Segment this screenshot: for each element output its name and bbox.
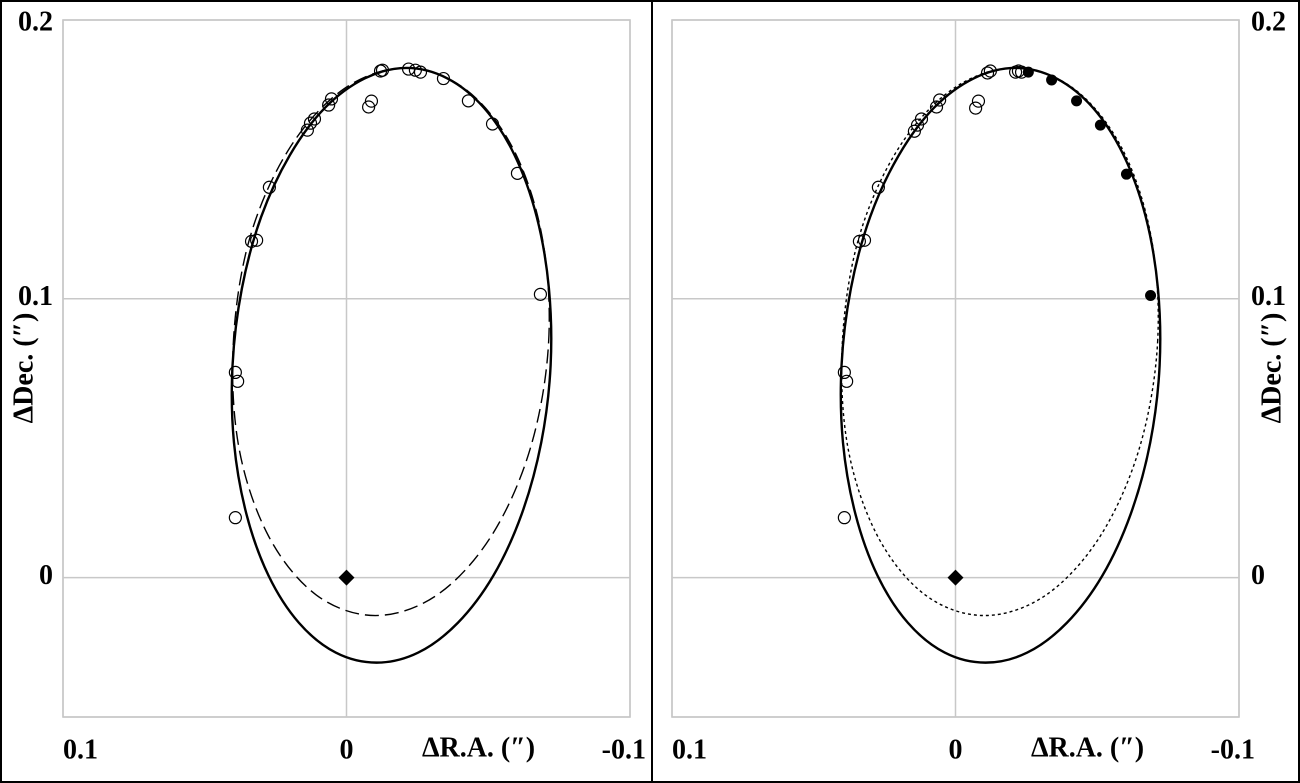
y-tick-label: 0 — [39, 560, 53, 591]
x-tick-label: 0.1 — [672, 734, 707, 765]
data-point — [401, 62, 416, 76]
data-point — [228, 365, 242, 380]
data-point — [969, 101, 983, 115]
y-tick-label: 0.1 — [1251, 281, 1286, 312]
data-point — [983, 64, 997, 78]
primary-star — [947, 569, 964, 586]
panel: 0.1 0 -0.1 0 0.1 0.2 ΔR.A. (″) ΔDec. (″) — [8, 6, 646, 765]
data-point — [971, 94, 986, 108]
data-point — [307, 112, 322, 126]
x-tick-label: 0 — [340, 734, 354, 765]
y-tick-label: 0.2 — [18, 6, 53, 37]
x-tick-label: -0.1 — [602, 734, 646, 765]
data-point — [324, 92, 339, 106]
data-point — [510, 166, 525, 180]
data-point — [322, 98, 336, 112]
y-axis-title: ΔDec. (″) — [1256, 313, 1287, 424]
x-tick-label: 0.1 — [63, 734, 98, 765]
y-tick-label: 0.2 — [1251, 6, 1286, 37]
data-point — [980, 66, 995, 80]
data-point — [231, 374, 245, 388]
data-point — [857, 233, 872, 247]
x-tick-label: -0.1 — [1211, 734, 1255, 765]
orbit-curve — [840, 67, 1159, 617]
data-point — [303, 116, 318, 130]
data-point — [1145, 289, 1157, 301]
data-point — [837, 511, 851, 525]
x-axis-title: ΔR.A. (″) — [1031, 732, 1144, 763]
data-point — [1094, 119, 1106, 131]
data-point — [837, 365, 851, 380]
data-point — [362, 100, 376, 114]
y-tick-label: 0 — [1251, 560, 1265, 591]
data-point — [262, 180, 276, 194]
data-point — [871, 180, 885, 194]
data-point — [1071, 95, 1083, 107]
data-point — [1046, 74, 1058, 86]
data-point — [485, 117, 500, 131]
orbit-curve — [231, 67, 550, 617]
data-point — [228, 511, 242, 525]
data-point — [840, 374, 854, 388]
data-point — [461, 94, 476, 108]
data-point — [413, 65, 428, 79]
data-point — [364, 94, 379, 108]
data-point — [436, 71, 451, 86]
panel: 0.1 0 -0.1 0 0.1 0.2 ΔR.A. (″) ΔDec. (″) — [671, 6, 1287, 765]
y-axis-title: ΔDec. (″) — [8, 313, 39, 424]
data-point — [533, 287, 548, 301]
primary-star — [338, 569, 355, 586]
x-tick-label: 0 — [949, 734, 963, 765]
data-point — [914, 112, 929, 126]
x-axis-title: ΔR.A. (″) — [422, 732, 535, 763]
data-point — [929, 100, 944, 114]
data-point — [907, 124, 921, 138]
data-point — [1022, 66, 1034, 78]
data-point — [300, 123, 314, 137]
data-point — [250, 233, 264, 247]
data-point — [1120, 168, 1132, 180]
data-point — [933, 93, 947, 107]
y-tick-label: 0.1 — [18, 281, 53, 312]
data-point — [375, 63, 390, 77]
data-point — [244, 234, 259, 248]
orbit-curve — [230, 66, 553, 664]
data-point — [852, 234, 866, 248]
